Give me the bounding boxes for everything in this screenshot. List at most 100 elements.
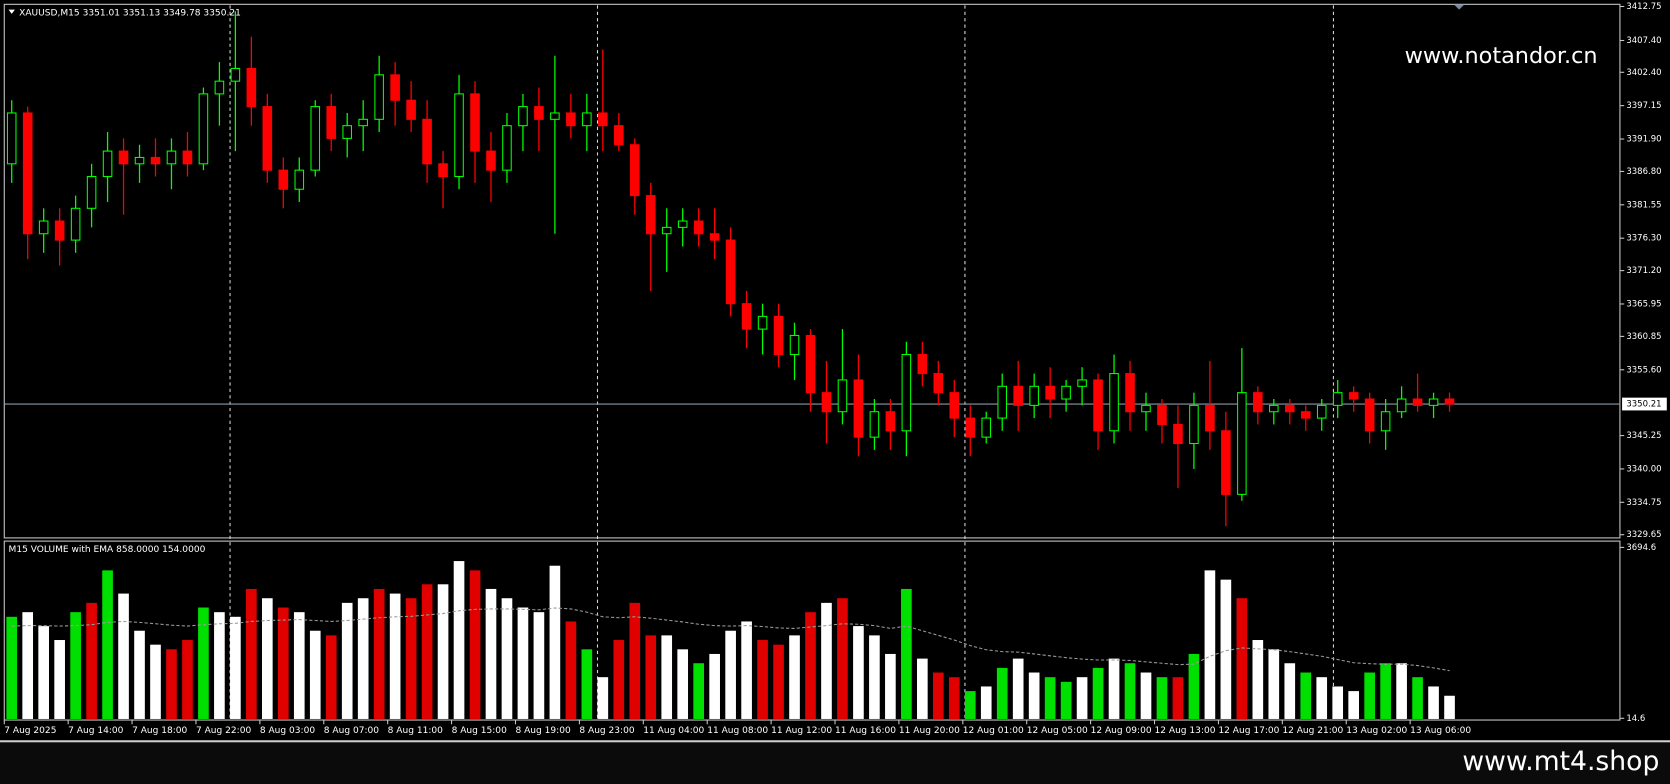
x-tick-label: 8 Aug 15:00 bbox=[452, 726, 507, 736]
candle-body bbox=[518, 106, 528, 127]
candle-body bbox=[1221, 430, 1231, 495]
y-tick-label: 3694.6 bbox=[1626, 543, 1656, 553]
y-tick-label: 3365.95 bbox=[1626, 299, 1661, 309]
x-tick-label: 12 Aug 05:00 bbox=[1027, 726, 1088, 736]
x-tick-label: 8 Aug 23:00 bbox=[579, 726, 634, 736]
candle-body bbox=[757, 315, 768, 330]
volume-bar bbox=[150, 644, 161, 719]
volume-bar bbox=[1396, 663, 1407, 719]
volume-bar bbox=[533, 612, 545, 719]
candle-body bbox=[294, 169, 305, 190]
price-title: XAUUSD,M15 3351.01 3351.13 3349.78 3350.… bbox=[19, 8, 241, 18]
volume-bar bbox=[1204, 570, 1216, 719]
x-tick-label: 11 Aug 20:00 bbox=[899, 726, 960, 736]
candle-body bbox=[230, 67, 241, 82]
y-tick-label: 3386.80 bbox=[1626, 167, 1661, 177]
candle-body bbox=[837, 379, 848, 413]
volume-bar bbox=[38, 626, 49, 719]
candle-body bbox=[1348, 392, 1359, 400]
volume-bar bbox=[214, 612, 225, 719]
x-tick-label: 7 Aug 2025 bbox=[4, 726, 56, 736]
candle-body bbox=[390, 74, 400, 101]
candle-body bbox=[310, 106, 321, 171]
volume-bar bbox=[86, 602, 97, 719]
volume-bar bbox=[757, 640, 768, 719]
volume-bar bbox=[373, 588, 385, 719]
candle-body bbox=[949, 392, 960, 419]
shift-marker bbox=[1453, 4, 1465, 10]
candle-body bbox=[150, 156, 161, 165]
volume-bar bbox=[1028, 672, 1040, 719]
candle-body bbox=[1444, 398, 1455, 405]
volume-bar bbox=[70, 612, 81, 719]
x-tick-label: 12 Aug 13:00 bbox=[1155, 726, 1216, 736]
candle-body bbox=[741, 303, 752, 330]
volume-bar bbox=[677, 649, 689, 719]
candle-body bbox=[1189, 404, 1199, 445]
volume-bar bbox=[182, 640, 193, 719]
volume-bar bbox=[917, 658, 928, 719]
candle-body bbox=[965, 417, 976, 438]
candle-body bbox=[86, 175, 97, 209]
volume-bar bbox=[1076, 677, 1088, 719]
candle-body bbox=[709, 233, 720, 241]
candle-body bbox=[1109, 373, 1119, 432]
x-tick-label: 11 Aug 08:00 bbox=[707, 726, 768, 736]
candle-body bbox=[358, 118, 368, 127]
candle-body bbox=[6, 112, 17, 165]
x-tick-label: 12 Aug 01:00 bbox=[963, 726, 1024, 736]
volume-bar bbox=[932, 672, 944, 719]
x-tick-label: 12 Aug 09:00 bbox=[1091, 726, 1152, 736]
x-tick-label: 8 Aug 07:00 bbox=[324, 726, 379, 736]
candle-body bbox=[118, 150, 129, 165]
x-tick-label: 7 Aug 14:00 bbox=[68, 726, 123, 736]
candle-body bbox=[1125, 373, 1135, 413]
x-tick-label: 11 Aug 16:00 bbox=[835, 726, 896, 736]
volume-bar bbox=[198, 607, 209, 719]
volume-bar bbox=[1284, 663, 1296, 719]
candle-body bbox=[566, 112, 576, 127]
candle-body bbox=[1380, 411, 1391, 432]
volume-bar bbox=[773, 644, 784, 719]
volume-bar bbox=[1108, 658, 1120, 719]
candle-body bbox=[262, 106, 273, 171]
day-separators bbox=[229, 5, 1334, 721]
volume-bar bbox=[325, 635, 337, 719]
volume-bar bbox=[725, 630, 736, 719]
candle-body bbox=[1396, 398, 1407, 413]
volume-bar bbox=[1348, 691, 1360, 719]
y-tick-label: 3402.40 bbox=[1626, 68, 1661, 78]
volume-bar bbox=[1012, 658, 1024, 719]
candle-body bbox=[917, 353, 928, 375]
volume-bar bbox=[262, 598, 273, 719]
volume-bar bbox=[581, 649, 593, 719]
candle-body bbox=[486, 150, 496, 171]
volume-bar bbox=[629, 602, 641, 719]
volume-bar bbox=[6, 616, 18, 719]
candle-body bbox=[582, 112, 592, 127]
candle-body bbox=[677, 220, 688, 228]
volume-bar bbox=[869, 635, 880, 719]
volume-bar bbox=[341, 602, 353, 719]
candle-body bbox=[773, 315, 784, 356]
watermark: www.notandor.cn bbox=[1405, 43, 1598, 69]
volume-bar bbox=[1092, 667, 1104, 719]
y-tick-label: 3391.90 bbox=[1626, 135, 1661, 145]
volume-bar bbox=[948, 677, 960, 719]
volume-bar bbox=[118, 593, 129, 719]
x-tick-label: 8 Aug 19:00 bbox=[515, 726, 570, 736]
volume-bar bbox=[230, 616, 241, 719]
volume-bar bbox=[980, 686, 992, 719]
y-tick-label: 3381.55 bbox=[1626, 200, 1661, 210]
candle-body bbox=[805, 334, 816, 394]
x-tick-label: 13 Aug 02:00 bbox=[1346, 726, 1407, 736]
x-tick-label: 11 Aug 04:00 bbox=[643, 726, 704, 736]
candle-body bbox=[134, 156, 145, 165]
candle-body bbox=[629, 144, 640, 197]
volume-bar bbox=[1188, 653, 1200, 719]
volume-bar bbox=[102, 570, 113, 719]
candle-body bbox=[342, 125, 352, 139]
volume-bar bbox=[821, 602, 832, 719]
candle-body bbox=[853, 379, 864, 438]
x-tick-label: 8 Aug 11:00 bbox=[388, 726, 443, 736]
